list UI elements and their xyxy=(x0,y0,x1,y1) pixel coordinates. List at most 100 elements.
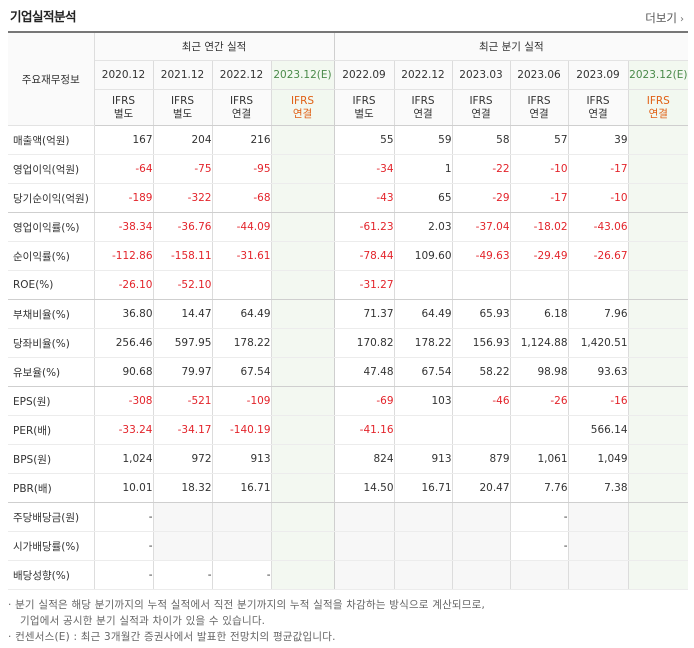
chevron-right-icon: › xyxy=(680,14,684,25)
table-cell: -61.23 xyxy=(333,212,395,242)
table-cell: -43 xyxy=(333,183,395,213)
table-cell: -10 xyxy=(509,154,569,184)
table-cell: 2.03 xyxy=(393,212,453,242)
table-cell xyxy=(393,560,453,590)
table-row: 순이익률(%) -112.86 -158.11 -31.61 -78.44 109.60-… xyxy=(8,241,689,271)
table-row: 유보율(%) 90.68 79.97 67.54 47.48 67.54 58.22 98.9… xyxy=(8,357,689,387)
table-cell: 65.93 xyxy=(451,299,511,329)
table-cell: -68 xyxy=(211,183,271,213)
table-cell: 57 xyxy=(509,125,569,155)
table-cell: 216 xyxy=(211,125,271,155)
row-label: 영업이익(억원) xyxy=(8,154,95,184)
table-row: 배당성향(%) - - - xyxy=(8,560,689,590)
consolidation-label: 별도 xyxy=(172,107,193,120)
table-cell xyxy=(567,531,629,561)
row-label: 주당배당금(원) xyxy=(8,502,95,532)
table-cell xyxy=(270,531,335,561)
ifrs-label: IFRS xyxy=(527,94,551,107)
ifrs-header: IFRS 연결 xyxy=(393,89,453,126)
table-cell xyxy=(451,502,511,532)
table-row: 영업이익률(%) -38.34 -36.76 -44.09 -61.23 2.03 -37.… xyxy=(8,212,689,242)
table-cell xyxy=(627,531,689,561)
table-cell: - xyxy=(509,531,569,561)
ifrs-header: IFRS 연결 xyxy=(567,89,629,126)
table-cell: 93.63 xyxy=(567,357,629,387)
table-cell xyxy=(211,531,271,561)
table-cell: -112.86 xyxy=(93,241,153,271)
table-cell: 913 xyxy=(393,444,453,474)
ifrs-header: IFRS 연결 xyxy=(451,89,511,126)
period-header: 2023.09 xyxy=(567,60,629,90)
period-header: 2022.12 xyxy=(211,60,271,90)
table-cell: -44.09 xyxy=(211,212,271,242)
table-cell xyxy=(627,125,689,155)
table-cell: 972 xyxy=(152,444,212,474)
table-cell xyxy=(152,502,212,532)
table-cell: 64.49 xyxy=(393,299,453,329)
table-cell: -64 xyxy=(93,154,153,184)
row-label: BPS(원) xyxy=(8,444,95,474)
table-cell: 58 xyxy=(451,125,511,155)
row-label: 영업이익률(%) xyxy=(8,212,95,242)
table-cell: -521 xyxy=(152,386,212,416)
table-cell: 913 xyxy=(211,444,271,474)
ifrs-label: IFRS xyxy=(229,94,254,107)
table-cell: 879 xyxy=(451,444,511,474)
row-label: PER(배) xyxy=(8,415,95,445)
table-cell: -22 xyxy=(451,154,511,184)
table-cell xyxy=(333,502,395,532)
table-cell: -52.10 xyxy=(152,270,212,300)
table-cell: 7.38 xyxy=(567,473,629,503)
row-label: 시가배당률(%) xyxy=(8,531,95,561)
ifrs-label: IFRS xyxy=(586,94,610,107)
table-cell: -31.27 xyxy=(333,270,395,300)
table-cell: 90.68 xyxy=(93,357,153,387)
table-cell: 67.54 xyxy=(393,357,453,387)
row-label: 당좌비율(%) xyxy=(8,328,95,358)
table-cell: -16 xyxy=(567,386,629,416)
table-cell: 67.54 xyxy=(211,357,271,387)
ifrs-label: IFRS xyxy=(352,94,376,107)
table-cell: 98.98 xyxy=(509,357,569,387)
table-cell: -33.24 xyxy=(93,415,153,445)
period-header: 2021.12 xyxy=(152,60,212,90)
table-cell: 55 xyxy=(333,125,395,155)
table-cell: 71.37 xyxy=(333,299,395,329)
table-cell: - xyxy=(93,502,153,532)
footnote: · 컨센서스(E) : 최근 3개월간 증권사에서 발표한 전망치의 평균값입니… xyxy=(8,631,336,643)
table-cell: -95 xyxy=(211,154,271,184)
table-cell: 18.32 xyxy=(152,473,212,503)
more-link[interactable]: 더보기 › xyxy=(645,10,684,26)
table-cell: 824 xyxy=(333,444,395,474)
table-cell: -43.06 xyxy=(567,212,629,242)
table-cell xyxy=(211,270,271,300)
table-cell: -29 xyxy=(451,183,511,213)
consolidation-label: 연결 xyxy=(648,107,668,120)
table-cell xyxy=(627,328,689,358)
table-cell: 109.60 xyxy=(393,241,453,271)
table-cell: 7.76 xyxy=(509,473,569,503)
table-cell xyxy=(270,357,335,387)
table-cell xyxy=(152,531,212,561)
table-cell xyxy=(333,531,395,561)
row-label: 배당성향(%) xyxy=(8,560,95,590)
ifrs-label: IFRS xyxy=(469,94,493,107)
table-cell: 1,024 xyxy=(93,444,153,474)
period-header: 2023.03 xyxy=(451,60,511,90)
row-label: 당기순이익(억원) xyxy=(8,183,95,213)
table-cell xyxy=(627,415,689,445)
table-cell: 1,061 xyxy=(509,444,569,474)
table-row: 주당배당금(원) - - xyxy=(8,502,689,532)
table-cell: 36.80 xyxy=(93,299,153,329)
consolidation-label: 연결 xyxy=(413,107,433,120)
table-cell xyxy=(270,299,335,329)
period-header: 2022.12 xyxy=(393,60,453,90)
table-cell: -31.61 xyxy=(211,241,271,271)
table-cell: 178.22 xyxy=(211,328,271,358)
table-cell: 64.49 xyxy=(211,299,271,329)
table-cell: 39 xyxy=(567,125,629,155)
table-cell: -189 xyxy=(93,183,153,213)
table-cell: 20.47 xyxy=(451,473,511,503)
table-cell: -322 xyxy=(152,183,212,213)
table-cell: 7.96 xyxy=(567,299,629,329)
